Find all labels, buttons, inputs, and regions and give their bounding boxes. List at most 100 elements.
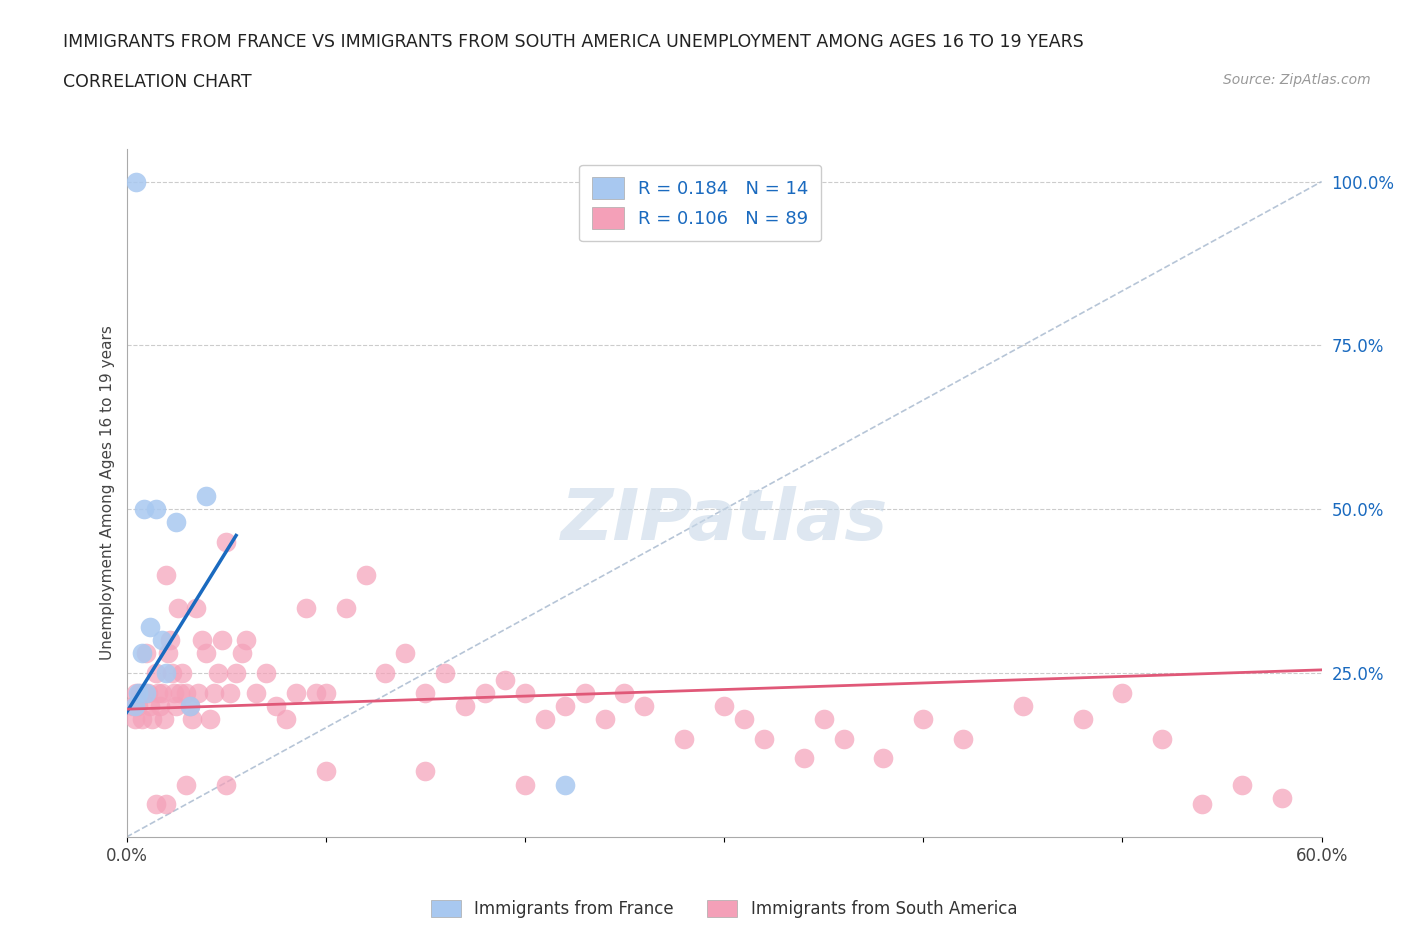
Point bbox=[793, 751, 815, 765]
Point bbox=[121, 698, 143, 713]
Point bbox=[533, 711, 555, 726]
Point bbox=[195, 489, 218, 504]
Point bbox=[139, 698, 162, 713]
Point bbox=[139, 619, 162, 634]
Point bbox=[191, 633, 214, 648]
Point bbox=[153, 711, 176, 726]
Point bbox=[165, 698, 187, 713]
Point bbox=[134, 502, 156, 517]
Point bbox=[752, 731, 775, 746]
Point bbox=[124, 711, 146, 726]
Point bbox=[186, 600, 208, 615]
Point bbox=[225, 666, 247, 681]
Point bbox=[207, 666, 229, 681]
Point bbox=[254, 666, 277, 681]
Point bbox=[179, 698, 201, 713]
Legend: Immigrants from France, Immigrants from South America: Immigrants from France, Immigrants from … bbox=[425, 894, 1024, 925]
Point bbox=[235, 633, 257, 648]
Point bbox=[135, 685, 157, 700]
Point bbox=[454, 698, 477, 713]
Point bbox=[305, 685, 328, 700]
Point bbox=[172, 666, 194, 681]
Point bbox=[952, 731, 974, 746]
Point bbox=[138, 685, 160, 700]
Point bbox=[554, 777, 576, 792]
Point bbox=[211, 633, 233, 648]
Point bbox=[413, 764, 436, 779]
Point bbox=[912, 711, 935, 726]
Y-axis label: Unemployment Among Ages 16 to 19 years: Unemployment Among Ages 16 to 19 years bbox=[100, 326, 115, 660]
Point bbox=[1271, 790, 1294, 805]
Point bbox=[159, 633, 181, 648]
Point bbox=[474, 685, 496, 700]
Point bbox=[215, 535, 238, 550]
Point bbox=[202, 685, 225, 700]
Point bbox=[167, 600, 190, 615]
Point bbox=[135, 646, 157, 661]
Point bbox=[245, 685, 267, 700]
Point bbox=[315, 764, 337, 779]
Point bbox=[169, 685, 191, 700]
Point bbox=[149, 698, 172, 713]
Point bbox=[1111, 685, 1133, 700]
Point bbox=[145, 666, 167, 681]
Point bbox=[125, 174, 148, 189]
Point bbox=[713, 698, 735, 713]
Point bbox=[554, 698, 576, 713]
Point bbox=[613, 685, 636, 700]
Point bbox=[148, 685, 170, 700]
Point bbox=[127, 698, 149, 713]
Point bbox=[1071, 711, 1094, 726]
Point bbox=[394, 646, 416, 661]
Point bbox=[131, 711, 153, 726]
Point bbox=[125, 685, 148, 700]
Text: ZIPatlas: ZIPatlas bbox=[561, 486, 887, 555]
Point bbox=[162, 666, 184, 681]
Point bbox=[354, 567, 377, 582]
Text: Source: ZipAtlas.com: Source: ZipAtlas.com bbox=[1223, 73, 1371, 86]
Point bbox=[181, 711, 204, 726]
Point bbox=[200, 711, 222, 726]
Point bbox=[131, 646, 153, 661]
Point bbox=[145, 502, 167, 517]
Point bbox=[163, 685, 186, 700]
Point bbox=[145, 797, 167, 812]
Point bbox=[195, 646, 218, 661]
Point bbox=[733, 711, 755, 726]
Point bbox=[215, 777, 238, 792]
Point bbox=[134, 685, 156, 700]
Point bbox=[1011, 698, 1033, 713]
Point bbox=[219, 685, 242, 700]
Point bbox=[129, 685, 152, 700]
Point bbox=[513, 685, 536, 700]
Point bbox=[335, 600, 357, 615]
Point bbox=[374, 666, 396, 681]
Point bbox=[157, 646, 180, 661]
Point bbox=[633, 698, 655, 713]
Text: CORRELATION CHART: CORRELATION CHART bbox=[63, 73, 252, 90]
Point bbox=[413, 685, 436, 700]
Point bbox=[231, 646, 253, 661]
Point bbox=[284, 685, 307, 700]
Point bbox=[274, 711, 297, 726]
Point bbox=[124, 698, 146, 713]
Point bbox=[294, 600, 316, 615]
Point bbox=[513, 777, 536, 792]
Point bbox=[165, 515, 187, 530]
Point bbox=[673, 731, 696, 746]
Point bbox=[1230, 777, 1253, 792]
Point bbox=[174, 685, 197, 700]
Point bbox=[494, 672, 516, 687]
Point bbox=[872, 751, 894, 765]
Point bbox=[179, 698, 201, 713]
Point bbox=[315, 685, 337, 700]
Point bbox=[813, 711, 835, 726]
Point bbox=[141, 711, 163, 726]
Point bbox=[1191, 797, 1213, 812]
Point bbox=[264, 698, 287, 713]
Point bbox=[1152, 731, 1174, 746]
Point bbox=[832, 731, 855, 746]
Point bbox=[155, 797, 177, 812]
Point bbox=[155, 567, 177, 582]
Text: IMMIGRANTS FROM FRANCE VS IMMIGRANTS FROM SOUTH AMERICA UNEMPLOYMENT AMONG AGES : IMMIGRANTS FROM FRANCE VS IMMIGRANTS FRO… bbox=[63, 33, 1084, 50]
